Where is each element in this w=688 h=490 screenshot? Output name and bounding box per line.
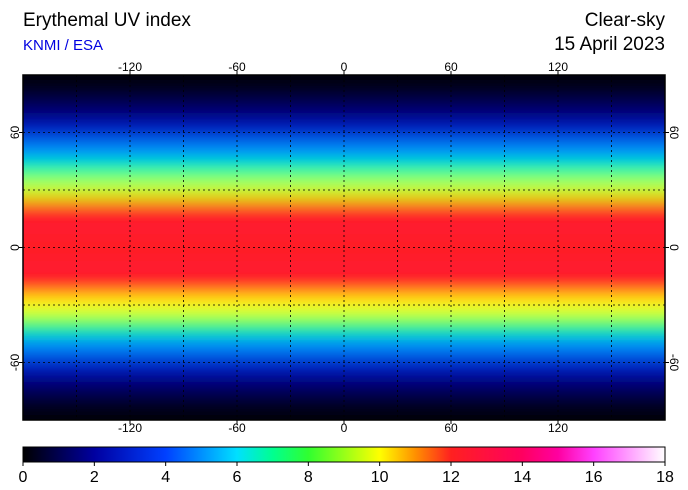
- uv-band: [23, 352, 665, 374]
- condition: Clear-sky: [585, 10, 666, 31]
- uv-band: [23, 257, 665, 278]
- colorbar-tick-label: 2: [90, 469, 99, 486]
- uv-band: [23, 218, 665, 239]
- date: 15 April 2023: [554, 34, 665, 55]
- graticule: [23, 75, 665, 420]
- uv-band: [23, 333, 665, 354]
- uv-band: [23, 122, 665, 144]
- colorbar-tick-label: 12: [442, 469, 460, 486]
- lat-tick-label: 0: [667, 244, 681, 251]
- lat-tick-label: 0: [8, 244, 22, 251]
- lat-tick-label: -60: [8, 354, 22, 372]
- colorbar-tick-label: 18: [656, 469, 674, 486]
- uv-band: [23, 314, 665, 335]
- lat-tick-label: 60: [8, 126, 22, 140]
- lon-tick-label: 60: [444, 421, 458, 435]
- colorbar-tick-label: 8: [304, 469, 313, 486]
- lat-tick-label: 60: [667, 126, 681, 140]
- uv-band: [23, 142, 665, 163]
- lon-tick-label: 60: [444, 60, 458, 74]
- lon-tick-label: 0: [341, 60, 348, 74]
- uv-field: [23, 75, 665, 420]
- colorbar-tick-label: 10: [371, 469, 389, 486]
- lat-tick-label: -60: [667, 354, 681, 372]
- lon-tick-label: 120: [548, 60, 568, 74]
- uv-band: [23, 372, 665, 393]
- colorbar: [22, 446, 666, 463]
- uv-band: [23, 84, 665, 105]
- lon-tick-label: 0: [341, 421, 348, 435]
- uv-band: [23, 199, 665, 220]
- colorbar-tick-label: 0: [19, 469, 28, 486]
- lon-tick-label: 120: [548, 421, 568, 435]
- uv-band: [23, 103, 665, 124]
- colorbar-tick-label: 16: [585, 469, 603, 486]
- lon-tick-label: -120: [118, 60, 142, 74]
- source: KNMI / ESA: [23, 37, 103, 54]
- lon-tick-label: -60: [228, 60, 246, 74]
- lon-tick-label: -60: [228, 421, 246, 435]
- uv-band: [23, 237, 665, 259]
- colorbar-tick-label: 14: [513, 469, 531, 486]
- lon-tick-label: -120: [118, 421, 142, 435]
- colorbar-tick-label: 6: [233, 469, 242, 486]
- colorbar-tick-label: 4: [161, 469, 170, 486]
- title: Erythemal UV index: [23, 10, 191, 31]
